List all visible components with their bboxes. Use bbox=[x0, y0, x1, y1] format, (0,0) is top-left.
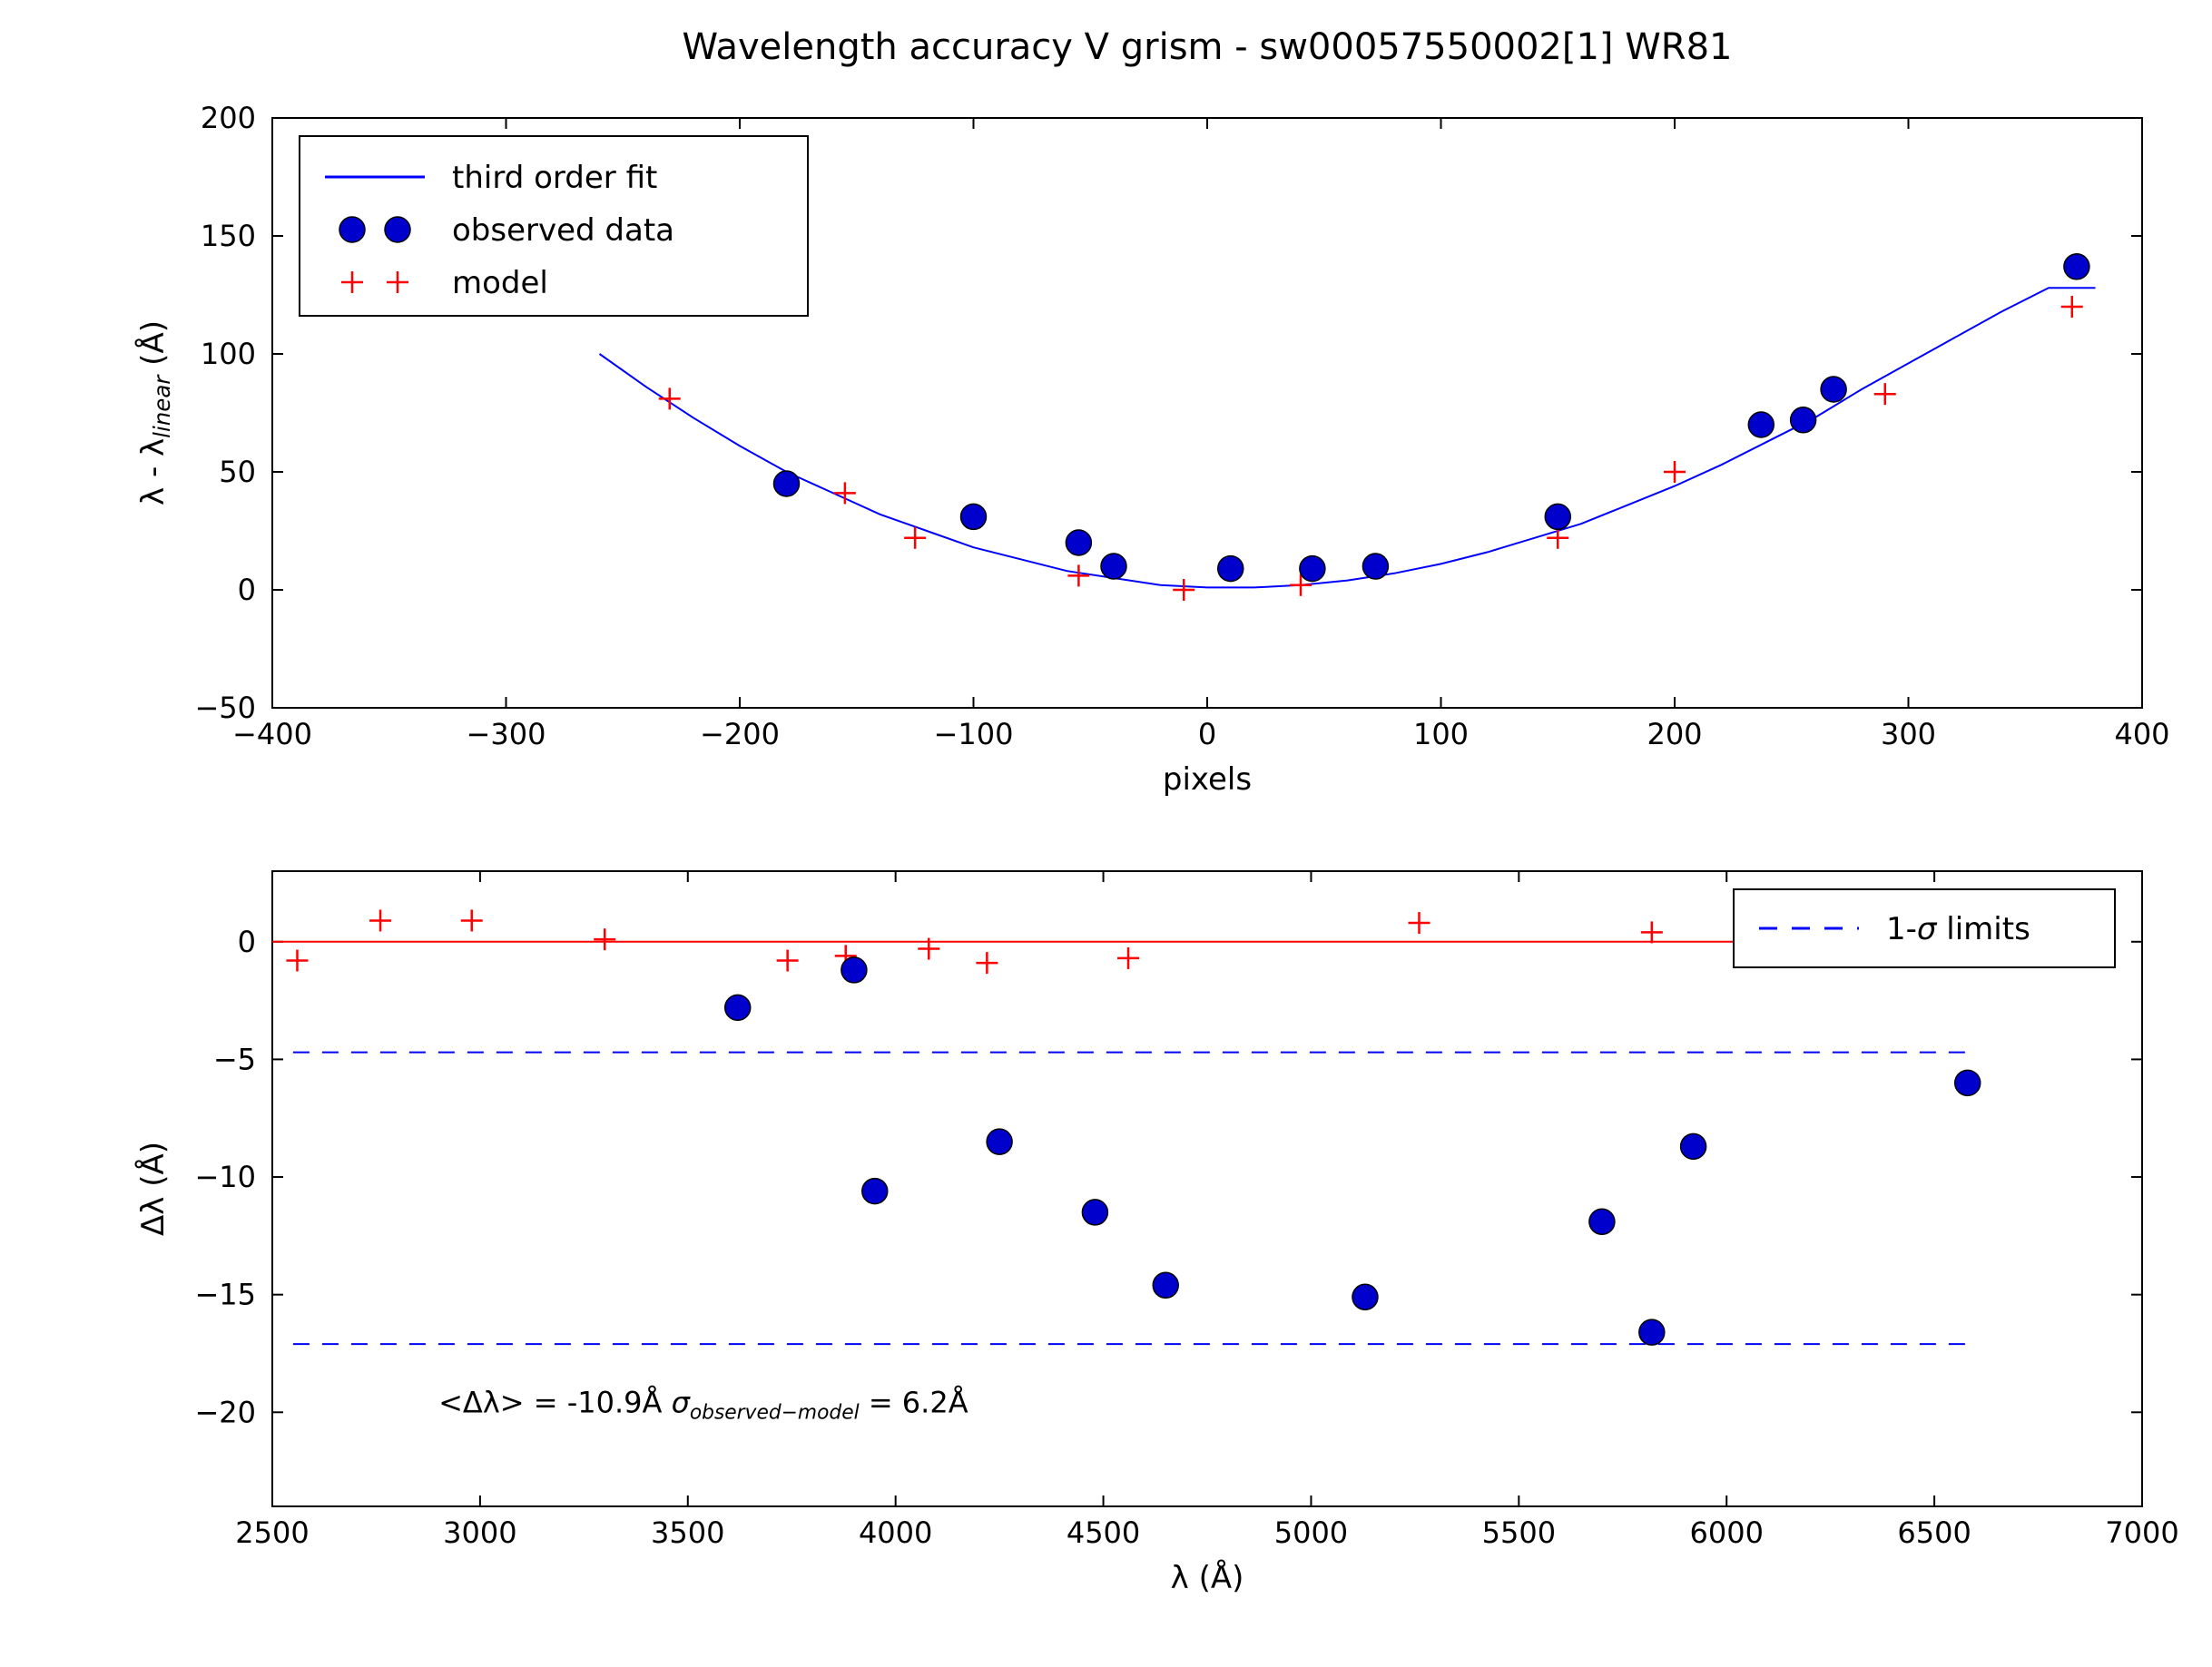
observed-marker bbox=[1153, 1272, 1178, 1298]
observed-marker bbox=[1300, 556, 1325, 582]
observed-marker bbox=[1821, 377, 1846, 402]
observed-marker bbox=[1082, 1200, 1107, 1225]
observed-marker bbox=[1218, 556, 1244, 582]
x-tick-label: 6000 bbox=[1690, 1515, 1764, 1550]
legend-circle-icon bbox=[385, 217, 410, 242]
y-tick-label: −50 bbox=[194, 691, 256, 725]
y-tick-label: −15 bbox=[194, 1278, 256, 1312]
y-tick-label: 0 bbox=[238, 925, 256, 959]
x-tick-label: −100 bbox=[934, 717, 1014, 751]
y-tick-label: 50 bbox=[219, 455, 256, 489]
x-tick-label: 6500 bbox=[1897, 1515, 1971, 1550]
x-tick-label: 4000 bbox=[859, 1515, 932, 1550]
x-tick-label: 3000 bbox=[443, 1515, 516, 1550]
x-tick-label: 0 bbox=[1198, 717, 1216, 751]
observed-marker bbox=[1681, 1133, 1706, 1159]
y-tick-label: −10 bbox=[194, 1160, 256, 1194]
figure-container: Wavelength accuracy V grism - sw00057550… bbox=[0, 0, 2212, 1667]
x-tick-label: 7000 bbox=[2105, 1515, 2178, 1550]
legend-label: third order fit bbox=[452, 160, 657, 196]
x-axis-label: pixels bbox=[1163, 761, 1252, 798]
annotation-text: <Δλ> = -10.9Å σobserved−model = 6.2Å bbox=[438, 1385, 968, 1424]
y-axis-label: Δλ (Å) bbox=[134, 1142, 172, 1236]
x-tick-label: 400 bbox=[2114, 717, 2169, 751]
y-tick-label: −20 bbox=[194, 1395, 256, 1429]
legend-circle-icon bbox=[339, 217, 365, 242]
chart-svg: Wavelength accuracy V grism - sw00057550… bbox=[0, 0, 2212, 1667]
observed-marker bbox=[1362, 554, 1388, 579]
observed-marker bbox=[1748, 412, 1774, 437]
observed-marker bbox=[1955, 1070, 1981, 1095]
fit-line bbox=[600, 288, 2096, 587]
observed-marker bbox=[1589, 1209, 1615, 1234]
top-plot-area bbox=[600, 254, 2096, 601]
observed-marker bbox=[961, 504, 987, 529]
observed-marker bbox=[862, 1179, 888, 1204]
x-tick-label: 2500 bbox=[235, 1515, 309, 1550]
x-axis-label: λ (Å) bbox=[1171, 1559, 1244, 1596]
x-tick-label: 5500 bbox=[1482, 1515, 1556, 1550]
observed-marker bbox=[987, 1129, 1012, 1154]
y-tick-label: 100 bbox=[201, 337, 256, 371]
y-tick-label: −5 bbox=[213, 1042, 256, 1076]
observed-marker bbox=[774, 471, 800, 496]
x-tick-label: 200 bbox=[1647, 717, 1702, 751]
chart-title: Wavelength accuracy V grism - sw00057550… bbox=[683, 26, 1733, 68]
x-tick-label: −200 bbox=[700, 717, 780, 751]
y-tick-label: 150 bbox=[201, 219, 256, 253]
x-tick-label: 4500 bbox=[1067, 1515, 1140, 1550]
observed-marker bbox=[725, 995, 751, 1020]
y-axis-label: λ - λlinear (Å) bbox=[134, 320, 175, 505]
observed-marker bbox=[1066, 530, 1091, 555]
x-tick-label: 5000 bbox=[1274, 1515, 1348, 1550]
observed-marker bbox=[841, 957, 867, 983]
legend-label: observed data bbox=[452, 212, 674, 249]
observed-marker bbox=[1791, 407, 1816, 433]
x-tick-label: 3500 bbox=[651, 1515, 724, 1550]
observed-marker bbox=[2064, 254, 2089, 279]
observed-marker bbox=[1352, 1284, 1378, 1309]
legend-label: 1-σ limits bbox=[1886, 911, 2030, 947]
observed-marker bbox=[1101, 554, 1126, 579]
y-tick-label: 0 bbox=[238, 573, 256, 607]
x-tick-label: 300 bbox=[1881, 717, 1936, 751]
x-tick-label: −300 bbox=[467, 717, 546, 751]
observed-marker bbox=[1545, 504, 1570, 529]
bottom-plot-area bbox=[272, 909, 1981, 1345]
observed-marker bbox=[1639, 1319, 1665, 1345]
legend-label: model bbox=[452, 265, 548, 301]
y-tick-label: 200 bbox=[201, 101, 256, 135]
x-tick-label: 100 bbox=[1413, 717, 1469, 751]
